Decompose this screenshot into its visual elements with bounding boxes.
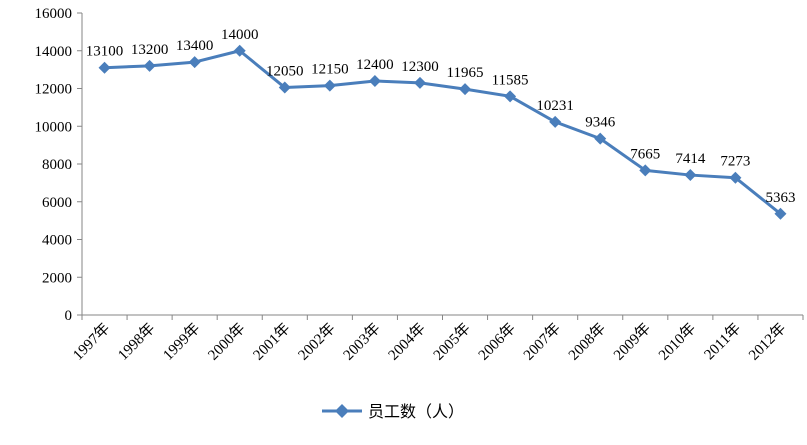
series-group: [98, 44, 787, 220]
data-label: 12150: [311, 62, 349, 78]
y-tick-label: 14000: [35, 44, 73, 60]
data-label: 13100: [86, 44, 124, 60]
y-tick-label: 2000: [42, 270, 72, 286]
data-point-marker: [639, 164, 652, 177]
data-label: 7273: [720, 154, 750, 170]
data-point-marker: [98, 61, 111, 74]
x-axis-ticks: 1997年 1998年 1999年 2000年 2001年 2002年 2003年 2004年…: [70, 315, 804, 364]
data-label: 10231: [536, 98, 574, 114]
x-tick-label: 1998年: [115, 320, 159, 364]
data-label: 7414: [675, 151, 706, 167]
data-point-marker: [188, 56, 201, 69]
data-point-marker: [549, 115, 562, 128]
x-tick-label: 2004年: [385, 320, 429, 364]
y-tick-label: 6000: [42, 195, 72, 211]
x-tick-label: 2006年: [475, 320, 519, 364]
data-point-marker: [278, 81, 291, 94]
data-label: 12300: [401, 59, 439, 75]
data-point-marker: [323, 79, 336, 92]
data-point-marker: [459, 83, 472, 96]
data-label: 11965: [447, 65, 484, 81]
data-labels: 13100 13200 13400 14000 12050 12150 12400 12300…: [86, 27, 796, 206]
x-tick-label: 2003年: [340, 320, 384, 364]
data-point-marker: [413, 76, 426, 89]
y-tick-label: 10000: [35, 119, 73, 135]
data-label: 9346: [585, 115, 616, 131]
data-label: 13200: [131, 42, 169, 58]
y-tick-label: 12000: [35, 82, 73, 98]
y-tick-label: 0: [65, 308, 73, 324]
x-tick-label: 2005年: [430, 320, 474, 364]
x-tick-label: 2001年: [250, 320, 294, 364]
y-axis-ticks: 0 2000 4000 6000 8000 10000 12000 14000 16000: [35, 6, 82, 324]
data-label: 5363: [765, 190, 795, 206]
legend-marker-diamond: [335, 404, 349, 418]
data-label: 12050: [266, 64, 304, 80]
data-label: 12400: [356, 57, 394, 73]
data-label: 7665: [630, 146, 660, 162]
y-tick-label: 4000: [42, 233, 72, 249]
legend-label: 员工数（人）: [368, 402, 464, 421]
x-tick-label: 2000年: [205, 320, 249, 364]
y-tick-label: 16000: [35, 6, 73, 22]
x-tick-label: 2009年: [610, 320, 654, 364]
data-point-marker: [729, 171, 742, 184]
data-label: 13400: [176, 38, 214, 54]
data-label: 11585: [492, 72, 529, 88]
data-point-marker: [774, 207, 787, 220]
data-point-marker: [143, 59, 156, 72]
series-line: [104, 49, 782, 215]
x-tick-label: 2002年: [295, 320, 339, 364]
data-point-marker: [368, 74, 381, 87]
x-tick-label: 2008年: [565, 320, 609, 364]
x-tick-label: 1997年: [70, 320, 114, 364]
data-point-marker: [504, 90, 517, 103]
y-tick-label: 8000: [42, 157, 72, 173]
data-label: 14000: [221, 27, 259, 43]
data-point-marker: [233, 44, 246, 57]
legend: 员工数（人）: [322, 402, 464, 421]
x-tick-label: 2007年: [520, 320, 564, 364]
x-tick-label: 2012年: [745, 320, 789, 364]
x-tick-label: 1999年: [160, 320, 204, 364]
data-point-marker: [594, 132, 607, 145]
x-tick-label: 2010年: [655, 320, 699, 364]
x-tick-label: 2011年: [701, 320, 744, 363]
data-point-marker: [684, 169, 697, 182]
